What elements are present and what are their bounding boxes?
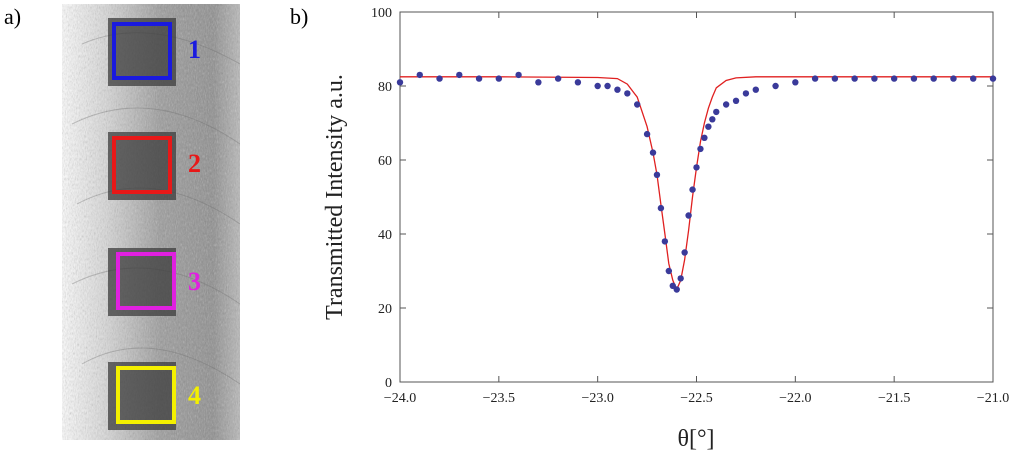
data-point xyxy=(851,75,858,82)
x-tick-label: −21.0 xyxy=(977,391,1009,406)
x-tick-label: −23.5 xyxy=(483,391,515,406)
plot-frame xyxy=(399,11,994,383)
data-point xyxy=(705,123,712,130)
data-point xyxy=(890,75,898,82)
roi-box-4 xyxy=(116,366,176,424)
transmission-chart: −24.0 −23.5 −23.0 −22.5 −22.0 −21.5 −21.0 0 20 40… xyxy=(322,6,1009,452)
data-point xyxy=(554,75,562,82)
data-point xyxy=(950,75,957,82)
data-point xyxy=(416,71,423,79)
data-point xyxy=(697,145,704,153)
y-tick-label: 60 xyxy=(378,154,392,169)
panel-b-label: b) xyxy=(290,4,309,29)
data-point xyxy=(752,86,759,93)
data-point xyxy=(689,186,696,193)
data-point xyxy=(677,275,684,282)
data-point xyxy=(681,249,688,256)
data-point xyxy=(594,82,601,90)
roi-box-1 xyxy=(112,22,172,80)
y-tick-label: 80 xyxy=(378,80,392,95)
data-point xyxy=(643,130,651,138)
data-point xyxy=(772,82,779,90)
x-tick-label: −22.0 xyxy=(779,391,811,406)
data-point xyxy=(811,75,819,82)
data-point xyxy=(614,86,621,93)
data-point xyxy=(709,116,716,123)
data-point xyxy=(475,75,483,82)
data-point xyxy=(910,75,918,82)
fit-curve xyxy=(400,76,993,292)
y-tick-label: 100 xyxy=(371,6,392,21)
data-point xyxy=(685,212,692,219)
data-point xyxy=(634,101,641,108)
data-point xyxy=(673,286,680,293)
data-point xyxy=(792,79,799,86)
data-point xyxy=(657,204,665,212)
roi-number-1: 1 xyxy=(188,35,201,64)
roi-box-2 xyxy=(112,136,172,194)
data-point xyxy=(732,97,740,105)
panel-a-label: a) xyxy=(4,4,22,29)
data-point xyxy=(436,75,443,82)
data-point xyxy=(930,75,937,82)
data-point xyxy=(713,108,720,116)
roi-box-3 xyxy=(116,252,176,310)
micrograph-image: 1 2 3 4 xyxy=(62,4,240,440)
roi-number-3: 3 xyxy=(188,267,201,296)
data-point xyxy=(495,75,503,82)
data-point xyxy=(722,101,730,108)
data-point xyxy=(624,90,631,97)
data-point xyxy=(693,164,700,171)
data-point xyxy=(396,79,404,86)
y-tick-label: 20 xyxy=(378,302,392,317)
data-point xyxy=(604,82,611,90)
data-point xyxy=(831,75,839,82)
data-point xyxy=(653,171,661,178)
data-point xyxy=(515,71,522,79)
x-tick-label: −21.5 xyxy=(878,391,910,406)
data-point xyxy=(535,79,542,86)
data-point xyxy=(665,267,673,275)
x-tick-label: −23.0 xyxy=(581,391,613,406)
y-tick-label: 40 xyxy=(378,228,392,243)
y-tick-label: 0 xyxy=(385,376,392,391)
data-point xyxy=(970,75,977,82)
data-point xyxy=(742,90,750,97)
data-point xyxy=(871,75,878,82)
data-point xyxy=(649,149,657,156)
data-point xyxy=(701,134,708,141)
data-point xyxy=(989,75,997,82)
data-point xyxy=(456,71,463,79)
x-tick-label: −24.0 xyxy=(384,391,416,406)
x-axis-title: θ[°] xyxy=(677,426,714,452)
roi-number-4: 4 xyxy=(188,381,201,410)
x-tick-label: −22.5 xyxy=(680,391,712,406)
y-axis-title: Transmitted Intensity a.u. xyxy=(322,74,348,320)
roi-number-2: 2 xyxy=(188,149,201,178)
data-point xyxy=(574,79,582,86)
data-point xyxy=(661,238,669,245)
